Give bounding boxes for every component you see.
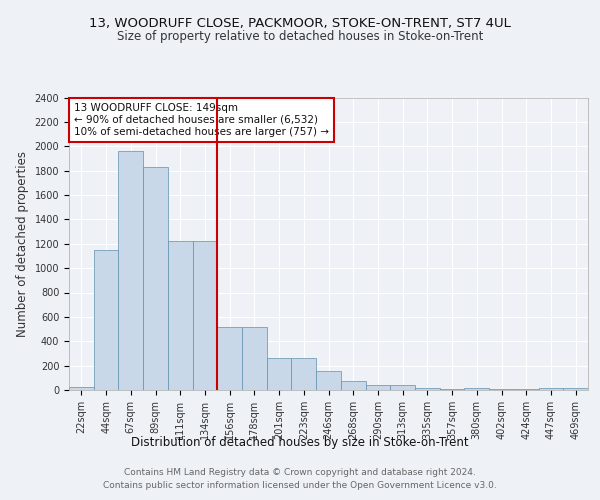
Bar (118, 151, 143, 390)
Bar (94, 250, 118, 390)
Bar (365, 384, 390, 390)
Bar (217, 327, 242, 390)
Bar (440, 389, 464, 390)
Bar (168, 242, 193, 390)
Y-axis label: Number of detached properties: Number of detached properties (16, 151, 29, 337)
Bar (267, 358, 292, 390)
Text: Contains public sector information licensed under the Open Government Licence v3: Contains public sector information licen… (103, 480, 497, 490)
Bar (143, 167, 168, 390)
Text: Distribution of detached houses by size in Stoke-on-Trent: Distribution of detached houses by size … (131, 436, 469, 449)
Text: Contains HM Land Registry data © Crown copyright and database right 2024.: Contains HM Land Registry data © Crown c… (124, 468, 476, 477)
Text: 13, WOODRUFF CLOSE, PACKMOOR, STOKE-ON-TRENT, ST7 4UL: 13, WOODRUFF CLOSE, PACKMOOR, STOKE-ON-T… (89, 18, 511, 30)
Bar (292, 358, 316, 390)
Bar (464, 388, 489, 390)
Bar (563, 388, 588, 390)
Bar (69, 387, 94, 390)
Bar (390, 384, 415, 390)
Bar (341, 382, 365, 390)
Bar (415, 388, 440, 390)
Text: Size of property relative to detached houses in Stoke-on-Trent: Size of property relative to detached ho… (117, 30, 483, 43)
Bar (242, 327, 267, 390)
Bar (489, 389, 514, 390)
Bar (316, 371, 341, 390)
Bar (539, 388, 563, 390)
Bar (193, 242, 217, 390)
Text: 13 WOODRUFF CLOSE: 149sqm
← 90% of detached houses are smaller (6,532)
10% of se: 13 WOODRUFF CLOSE: 149sqm ← 90% of detac… (74, 104, 329, 136)
